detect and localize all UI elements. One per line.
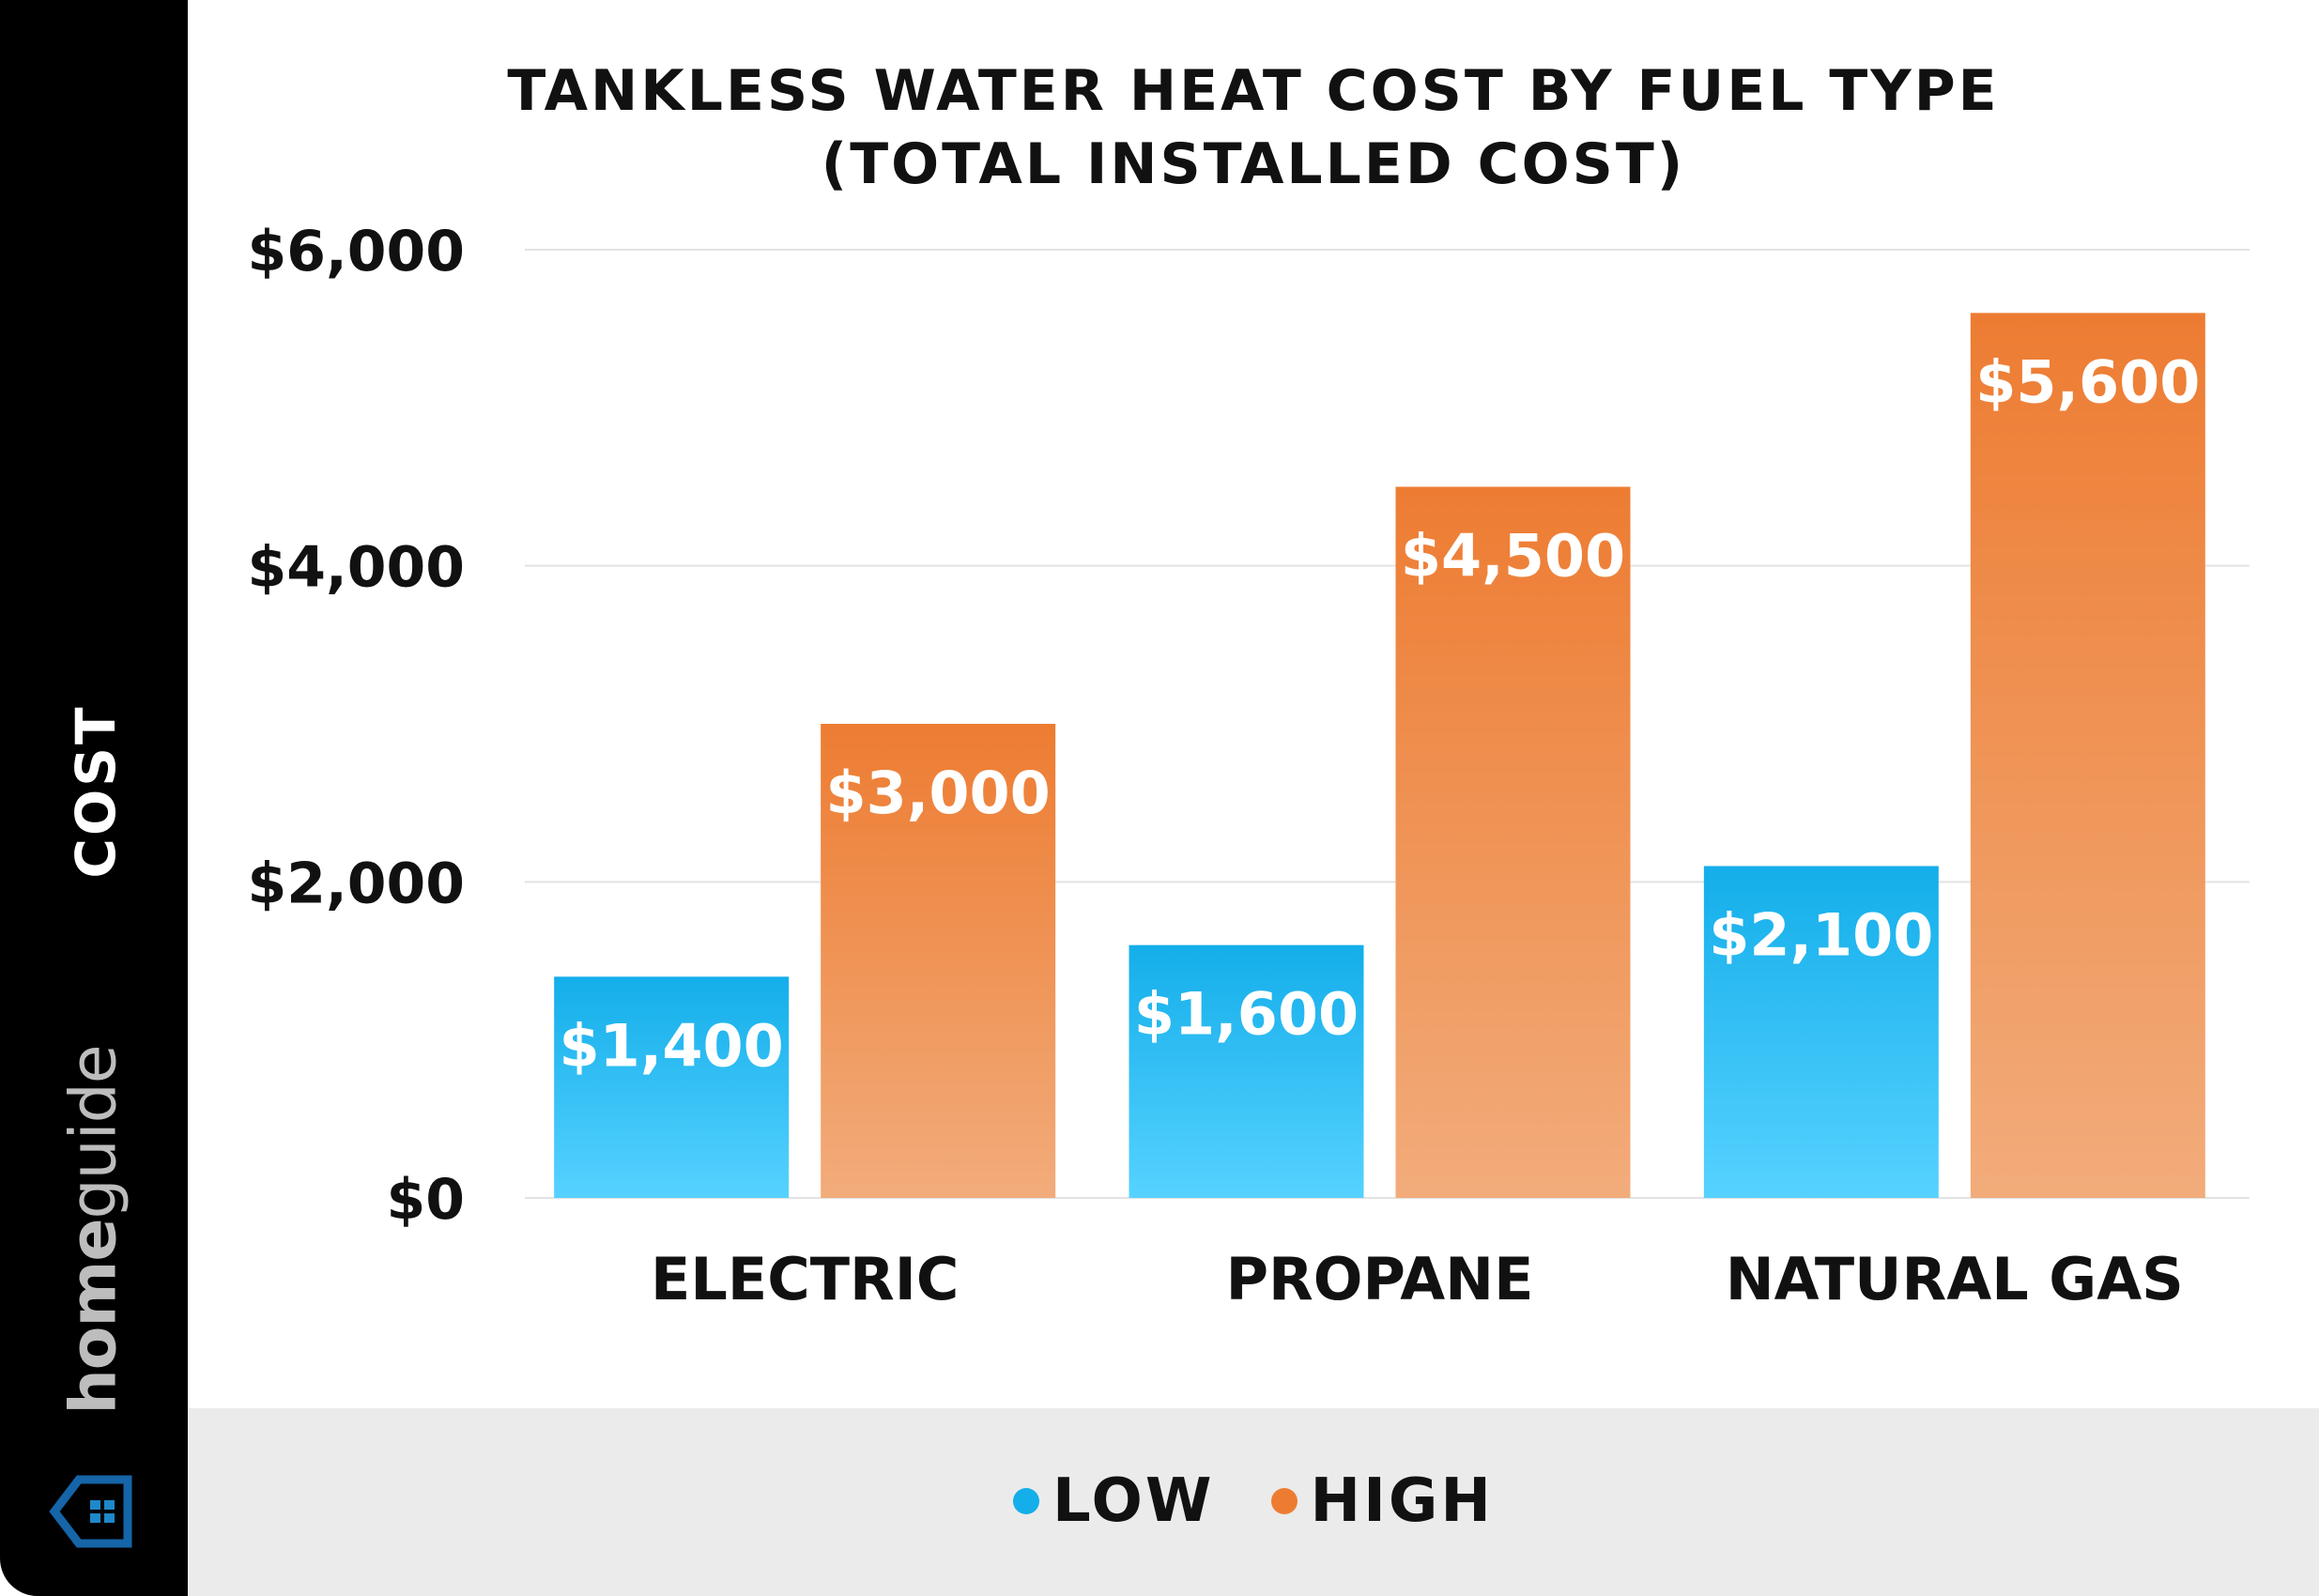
x-tick-label: NATURAL GAS xyxy=(1726,1245,2184,1313)
legend-item-high: HIGH xyxy=(1270,1466,1494,1536)
bars: $1,400 $3,000 $1,600 $4,500 $2,100 $5,600 xyxy=(554,313,2205,1198)
chart-subtitle: (TOTAL INSTALLED COST) xyxy=(821,131,1686,197)
bar-low xyxy=(1703,866,1939,1198)
legend-dot-low xyxy=(1013,1488,1040,1514)
legend-dot-high xyxy=(1270,1488,1298,1514)
y-tick-label: $2,000 xyxy=(247,851,465,916)
data-label: $1,600 xyxy=(1134,980,1359,1049)
legend: LOW HIGH xyxy=(188,1466,2319,1536)
y-tick-labels: $0 $2,000 $4,000 $6,000 xyxy=(247,219,465,1233)
y-tick-label: $4,000 xyxy=(247,535,465,601)
y-tick-label: $0 xyxy=(387,1167,466,1233)
sidebar: COST homeguide xyxy=(0,0,188,1596)
house-icon xyxy=(49,1475,132,1548)
legend-band: LOW HIGH xyxy=(188,1408,2319,1596)
x-tick-labels: ELECTRIC PROPANE NATURAL GAS xyxy=(651,1245,2184,1313)
gridlines xyxy=(525,249,2250,1199)
chart-title-line: TANKLESS WATER HEAT COST BY FUEL TYPE xyxy=(507,58,2000,124)
chart-title: TANKLESS WATER HEAT COST BY FUEL TYPE (T… xyxy=(188,54,2319,201)
data-label: $4,500 xyxy=(1401,522,1625,591)
bar-chart: $0$2,000$4,000$6,000 $1,400$3,000$1,600$… xyxy=(247,219,2250,1313)
y-tick-label: $6,000 xyxy=(247,219,465,284)
x-tick-label: ELECTRIC xyxy=(651,1245,959,1313)
data-label: $3,000 xyxy=(826,759,1051,827)
bar-high xyxy=(1395,486,1631,1198)
data-label: $5,600 xyxy=(1975,347,2200,416)
data-label: $2,100 xyxy=(1709,901,1933,970)
legend-label-low: LOW xyxy=(1052,1466,1215,1536)
bar-high xyxy=(821,724,1056,1198)
data-label: $1,400 xyxy=(560,1011,784,1080)
x-tick-label: PROPANE xyxy=(1226,1245,1534,1313)
legend-item-low: LOW xyxy=(1013,1466,1215,1536)
bar-high xyxy=(1970,313,2205,1198)
legend-label-high: HIGH xyxy=(1310,1466,1494,1536)
bar-low xyxy=(1129,944,1364,1198)
bar-low xyxy=(554,976,790,1198)
